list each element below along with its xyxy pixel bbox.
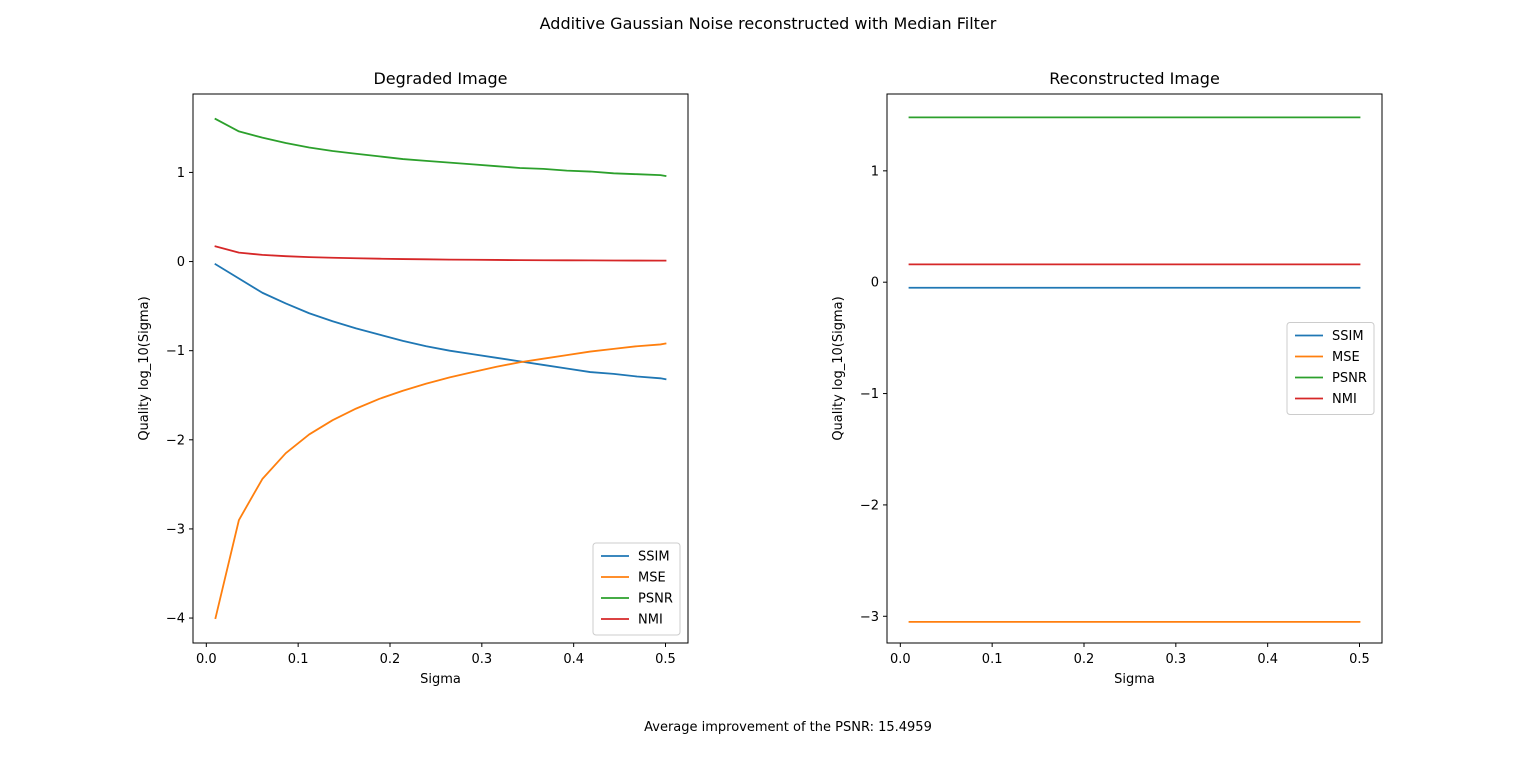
legend-label-ssim: SSIM [1332,329,1364,344]
series-line-nmi [214,245,667,262]
axes-frame [886,93,1383,644]
x-tick-label: 0.1 [288,652,309,667]
legend: SSIM MSE PSNR NMI [1286,322,1375,415]
x-tick-label: 0.3 [471,652,492,667]
axes-1: 0.0 0.1 0.2 0.3 0.4 0.5 −4 −3 −2 −1 0 1 Degraded Ima… [137,69,689,687]
axes-title: Reconstructed Image [1049,69,1220,88]
x-tick-label: 0.4 [563,652,584,667]
y-tick-label: −2 [166,433,185,448]
legend-frame [592,542,681,636]
x-tick-label: 0.4 [1257,652,1278,667]
series-line-ssim [214,262,667,381]
y-axis-label: Quality log_10(Sigma) [137,296,152,440]
x-axis-label: Sigma [1114,672,1155,687]
figure-suptitle: Additive Gaussian Noise reconstructed wi… [540,14,997,33]
x-axis-label: Sigma [420,672,461,687]
y-tick-label: −3 [166,522,185,537]
x-tick-label: 0.1 [982,652,1003,667]
legend: SSIM MSE PSNR NMI [592,542,681,636]
x-tick-label: 0.5 [655,652,676,667]
axes-layer: 0.0 0.1 0.2 0.3 0.4 0.5 −4 −3 −2 −1 0 1 Degraded Ima… [137,69,1383,687]
axes-title: Degraded Image [373,69,507,88]
x-tick-label: 0.2 [380,652,401,667]
y-tick-label: −1 [860,387,879,402]
x-tick-label: 0.2 [1074,652,1095,667]
legend-frame [1286,322,1375,415]
legend-label-mse: MSE [1332,350,1360,365]
legend-label-nmi: NMI [638,613,663,628]
y-tick-label: 0 [871,276,879,291]
y-tick-label: −3 [860,610,879,625]
x-tick-label: 0.0 [890,652,911,667]
x-tick-label: 0.5 [1349,652,1370,667]
figure-caption: Average improvement of the PSNR: 15.4959 [644,720,932,735]
axes-2: 0.0 0.1 0.2 0.3 0.4 0.5 −3 −2 −1 0 1 Reconstructed … [831,69,1383,687]
legend-label-psnr: PSNR [638,592,673,607]
x-tick-label: 0.0 [196,652,217,667]
y-tick-label: 0 [177,255,185,270]
series-line-mse [214,342,667,620]
y-tick-label: −1 [166,344,185,359]
y-tick-label: 1 [177,166,185,181]
y-tick-label: 1 [871,164,879,179]
axes-frame [192,93,689,644]
legend-label-ssim: SSIM [638,550,670,565]
x-tick-label: 0.3 [1165,652,1186,667]
y-tick-label: −2 [860,498,879,513]
legend-label-psnr: PSNR [1332,371,1367,386]
legend-label-nmi: NMI [1332,392,1357,407]
y-tick-label: −4 [166,612,185,627]
legend-label-mse: MSE [638,571,666,586]
series-line-psnr [214,117,667,178]
y-axis-label: Quality log_10(Sigma) [831,296,846,440]
